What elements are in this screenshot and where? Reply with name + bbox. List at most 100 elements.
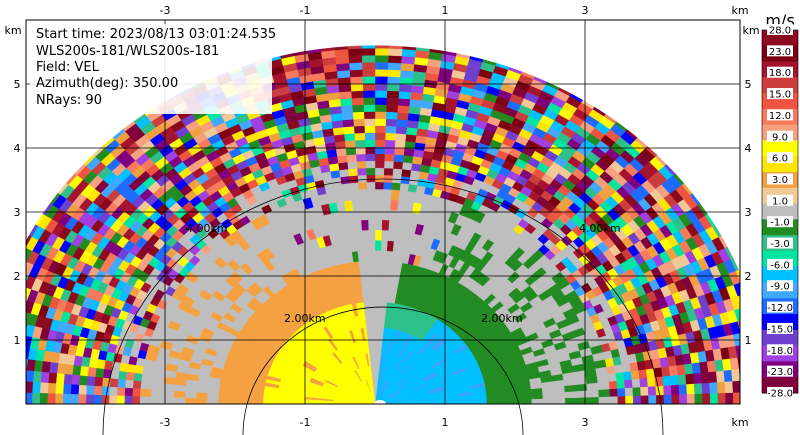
colorbar-label: -12.0 [767, 303, 793, 314]
range-gate-cell [362, 90, 376, 98]
range-gate-cell [354, 132, 366, 141]
range-gate-cell [93, 385, 103, 396]
range-gate-cell [393, 147, 405, 156]
x-ticks-top: -3 -1 1 3 km [160, 4, 749, 17]
range-gate-cell [391, 182, 401, 191]
range-gate-cell [686, 393, 696, 404]
range-gate-cell [380, 250, 387, 262]
range-gate-cell [386, 90, 400, 99]
range-gate-cell [381, 229, 389, 241]
range-gate-cell [617, 395, 626, 404]
range-gate-cell [374, 125, 386, 134]
x-tick-top-4: 3 [582, 4, 589, 17]
range-gate-cell [608, 380, 618, 390]
range-gate-cell [2, 368, 11, 380]
range-gate-cell [737, 356, 740, 370]
x-unit-top: km [731, 4, 748, 17]
range-gate-cell [116, 395, 125, 404]
range-gate-cell [531, 393, 544, 400]
range-gate-cell [369, 260, 376, 272]
colorbar-label-bg [767, 24, 793, 35]
range-gate-cell [8, 296, 19, 310]
range-gate-cell [184, 397, 197, 404]
range-gate-cell [78, 375, 88, 386]
range-gate-cell [565, 397, 577, 404]
range-gate-cell [639, 377, 649, 388]
range-gate-cell [723, 369, 733, 382]
range-gate-cell [400, 168, 412, 178]
range-gate-cell [26, 274, 29, 283]
range-gate-cell [403, 147, 415, 157]
range-gate-cell [206, 398, 219, 404]
range-gate-cell [63, 373, 73, 385]
colorbar-label: 3.0 [772, 175, 788, 186]
range-gate-cell [162, 383, 175, 392]
range-gate-cell [404, 133, 417, 143]
range-gate-cell [398, 90, 412, 100]
colorbar-label-bg [767, 344, 793, 356]
range-gate-cell [26, 300, 35, 314]
range-gate-cell [26, 392, 33, 404]
range-gate-cell [374, 139, 386, 148]
range-gate-cell [700, 371, 710, 384]
range-gate-cell [77, 394, 87, 404]
range-gate-cell [351, 97, 364, 106]
range-gate-cell [388, 48, 403, 57]
range-gate-cell [117, 370, 128, 381]
range-gate-cell [78, 384, 87, 396]
range-gate-cell [347, 48, 362, 57]
range-gate-cell [70, 384, 80, 395]
range-gate-cell [354, 139, 366, 148]
range-gate-cell [374, 69, 389, 77]
range-gate-cell [739, 380, 740, 381]
range-gate-cell [368, 250, 376, 261]
range-gate-cell [131, 388, 141, 397]
range-gate-cell [663, 384, 672, 396]
range-gate-cell [384, 153, 395, 162]
range-gate-cell [374, 229, 382, 241]
range-gate-cell [344, 140, 356, 149]
range-gate-cell [11, 357, 20, 369]
range-gate-cell [374, 291, 380, 302]
range-gate-cell [342, 119, 355, 128]
range-gate-cell [617, 387, 626, 397]
range-gate-cell [70, 374, 81, 386]
range-gate-cell [630, 369, 640, 380]
range-gate-cell [374, 301, 380, 315]
colorbar-label-bg [767, 216, 793, 228]
range-gate-cell [262, 400, 278, 404]
range-gate-cell [0, 293, 5, 306]
range-gate-cell [693, 382, 703, 395]
range-gate-cell [351, 104, 365, 113]
range-gate-cell [486, 399, 499, 404]
range-gate-cell [32, 370, 42, 383]
colorbar-label-bg [767, 365, 793, 377]
colorbar-label: -6.0 [770, 260, 790, 271]
range-gate-cell [5, 282, 17, 296]
range-gate-cell [709, 392, 719, 404]
range-gate-cell [0, 305, 1, 318]
range-gate-cell [87, 366, 97, 378]
range-gate-cell [361, 61, 376, 70]
range-gate-cell [338, 90, 352, 100]
range-gate-cell [356, 167, 367, 176]
radar-origin [374, 400, 386, 404]
range-gate-cell [332, 183, 343, 193]
range-gate-cell [374, 181, 384, 190]
range-ring-label-left-4: 4.00km [186, 222, 228, 235]
range-ring-label-right-2: 2.00km [481, 312, 523, 325]
range-gate-cell [101, 386, 110, 396]
range-gate-cell [338, 83, 352, 93]
range-gate-cell [335, 147, 347, 157]
range-gate-cell [709, 381, 719, 394]
range-gate-cell [386, 97, 399, 106]
y-tick-left-2: 2 [14, 270, 21, 283]
range-gate-cell [26, 235, 32, 247]
range-gate-cell [347, 45, 362, 50]
range-gate-cell [745, 356, 754, 369]
range-gate-cell [26, 370, 27, 375]
range-gate-cell [668, 365, 679, 376]
range-gate-cell [173, 397, 185, 404]
range-gate-cell [395, 119, 408, 128]
range-gate-cell [348, 175, 359, 184]
